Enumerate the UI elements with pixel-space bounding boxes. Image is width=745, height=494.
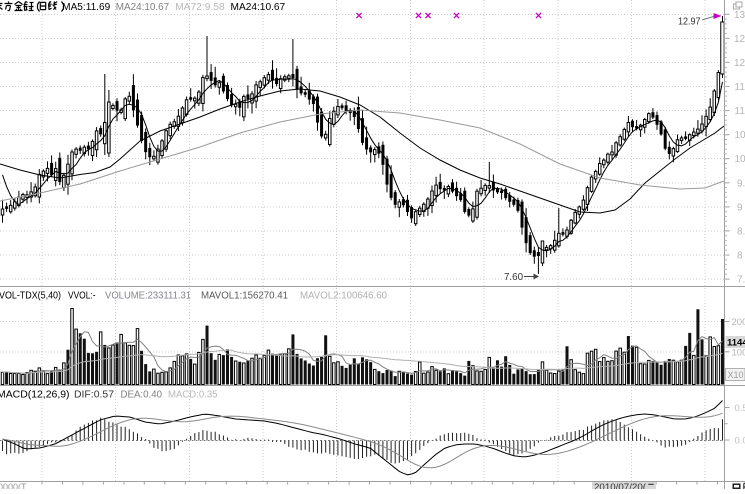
svg-text:11444: 11444 — [727, 338, 745, 349]
svg-text:10: 10 — [735, 154, 745, 165]
svg-text:12.97: 12.97 — [678, 17, 701, 28]
svg-text:0.00: 0.00 — [735, 436, 745, 447]
svg-text:MA72:9.58: MA72:9.58 — [175, 2, 225, 13]
svg-text:VOL-TDX(5,40): VOL-TDX(5,40) — [0, 291, 61, 302]
svg-text:0000(T: 0000(T — [0, 482, 27, 489]
svg-text:8.5: 8.5 — [737, 226, 745, 237]
svg-text:MA24:10.67: MA24:10.67 — [116, 2, 170, 13]
svg-text:MA24:10.67: MA24:10.67 — [231, 2, 286, 13]
svg-text:X10: X10 — [728, 370, 744, 380]
svg-text:2010/07/20(: 2010/07/20( — [594, 482, 646, 489]
svg-text:11.5: 11.5 — [735, 82, 745, 93]
svg-text:MAVOL2:100646.60: MAVOL2:100646.60 — [300, 291, 387, 302]
svg-text:9.5: 9.5 — [737, 178, 745, 189]
svg-text:2000: 2000 — [732, 317, 745, 328]
svg-text:MACD:0.35: MACD:0.35 — [168, 390, 218, 401]
svg-text:7.60: 7.60 — [504, 271, 523, 283]
svg-text:VOLUME:233111.31: VOLUME:233111.31 — [105, 291, 191, 302]
svg-text:VVOL:-: VVOL:- — [68, 291, 96, 302]
svg-text:1000: 1000 — [732, 347, 745, 358]
svg-text:12.5: 12.5 — [734, 34, 745, 45]
svg-text:7.5: 7.5 — [737, 275, 745, 286]
svg-text:DEA:0.40: DEA:0.40 — [121, 390, 163, 401]
svg-text:MACD(12,26,9): MACD(12,26,9) — [0, 390, 70, 401]
svg-text:13: 13 — [734, 10, 745, 21]
svg-text:MAVOL1:156270.41: MAVOL1:156270.41 — [201, 291, 288, 302]
svg-text:11: 11 — [735, 106, 745, 117]
svg-text:DIF:0.57: DIF:0.57 — [74, 390, 114, 401]
svg-text:12: 12 — [734, 58, 745, 69]
svg-text:9: 9 — [737, 202, 743, 213]
svg-text:MA5:11.69: MA5:11.69 — [62, 2, 110, 13]
svg-text:10.5: 10.5 — [735, 130, 745, 141]
svg-text:8: 8 — [737, 251, 743, 262]
svg-text:0.50: 0.50 — [735, 403, 745, 414]
